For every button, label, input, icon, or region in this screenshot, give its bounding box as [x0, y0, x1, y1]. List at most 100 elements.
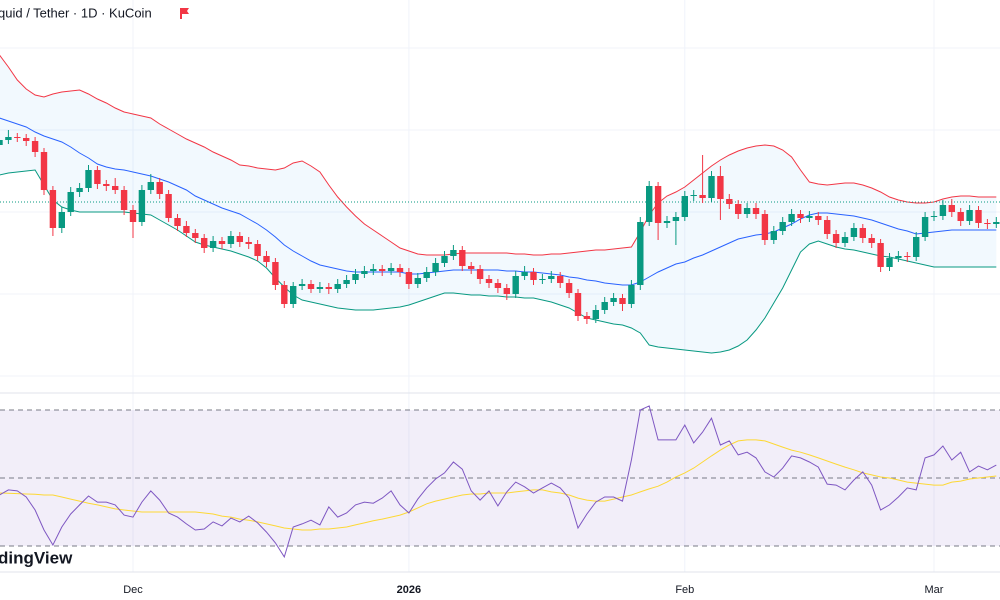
band-line [0, 169, 997, 354]
candle-body [895, 256, 902, 258]
candle-body [192, 233, 199, 238]
chart-title: quid / Tether · 1D · KuCoin [0, 5, 152, 20]
candle-body [387, 268, 395, 271]
candle-body [592, 310, 599, 319]
watermark: dingView [0, 548, 73, 567]
candle-body [717, 176, 724, 199]
candle-body [610, 298, 617, 302]
candle-body [120, 190, 128, 210]
candle-body [788, 214, 795, 222]
candle-body [557, 276, 564, 283]
candle-body [76, 188, 83, 192]
candle-body [49, 190, 57, 228]
x-tick-label: 2026 [397, 584, 421, 596]
candle-body [735, 204, 742, 214]
candle-body [183, 226, 190, 233]
candle-body [930, 216, 938, 217]
candle-body [432, 263, 439, 272]
candle-body [174, 218, 181, 226]
flag-icon[interactable] [180, 8, 189, 19]
candle-body [690, 195, 697, 196]
candle-body [40, 152, 48, 190]
candle-body [343, 280, 350, 284]
candle-body [245, 242, 252, 244]
candle-body [663, 221, 671, 223]
candle-body [5, 137, 12, 140]
candle-body [619, 298, 626, 304]
band-fill [0, 55, 997, 353]
x-tick-label: Feb [675, 584, 694, 596]
candle-body [913, 237, 920, 257]
candle-body [761, 214, 769, 240]
candle-body [94, 170, 101, 184]
candle-body [841, 237, 849, 243]
candle-body [129, 210, 137, 222]
candle-body [485, 279, 493, 283]
candle-body [281, 285, 288, 304]
candle-body [770, 231, 777, 240]
x-tick-label: Mar [925, 584, 944, 596]
candle-body [628, 285, 635, 304]
candle-body [103, 184, 110, 186]
candle-body [921, 217, 929, 237]
candle-body [503, 288, 510, 294]
candle-body [877, 243, 884, 267]
candle-body [201, 238, 208, 248]
candle-body [726, 199, 733, 204]
candle-body [165, 194, 172, 218]
candle-body [85, 170, 92, 188]
candle-body [583, 316, 591, 319]
candle-body [31, 141, 39, 152]
candle-body [147, 182, 154, 190]
candle-body [138, 190, 146, 222]
candle-body [832, 234, 840, 243]
candle-body [646, 186, 653, 222]
candle-body [227, 236, 235, 244]
candle-body [468, 266, 475, 269]
candle-body [396, 268, 404, 272]
candle-body [975, 210, 982, 223]
candle-body [334, 284, 341, 289]
candle-body [209, 241, 217, 248]
candle-body [325, 287, 332, 289]
candle-body [67, 192, 74, 212]
candle-body [14, 137, 21, 138]
candle-body [699, 195, 706, 198]
candle-body [868, 238, 875, 243]
candle-body [886, 258, 893, 267]
candle-body [0, 140, 3, 145]
band-line [0, 117, 997, 286]
series-line [0, 439, 997, 531]
candle-body [752, 208, 760, 214]
candle-body [23, 138, 30, 141]
candle-body [379, 269, 386, 271]
candle-body [859, 228, 866, 238]
candle-body [459, 250, 466, 266]
candle-body [984, 223, 991, 224]
candle-body [957, 212, 964, 221]
candle-body [316, 287, 324, 289]
candle-body [637, 222, 644, 285]
candle-body [254, 244, 261, 256]
candle-body [352, 274, 359, 280]
candle-body [307, 284, 315, 289]
candle-body [824, 220, 831, 234]
candle-body [58, 212, 65, 228]
candle-body [512, 276, 519, 294]
candle-body [654, 186, 662, 223]
candle-body [236, 236, 243, 242]
candle-body [850, 228, 858, 237]
candle-body [405, 272, 413, 284]
candle-body [450, 250, 457, 256]
candle-body [290, 286, 297, 304]
candle-body [993, 222, 1000, 224]
candle-body [414, 278, 421, 284]
candle-body [423, 272, 430, 278]
candle-body [476, 269, 484, 279]
candle-body [530, 272, 537, 280]
candle-body [743, 208, 751, 214]
candle-body [494, 283, 502, 288]
band-line [0, 54, 997, 256]
